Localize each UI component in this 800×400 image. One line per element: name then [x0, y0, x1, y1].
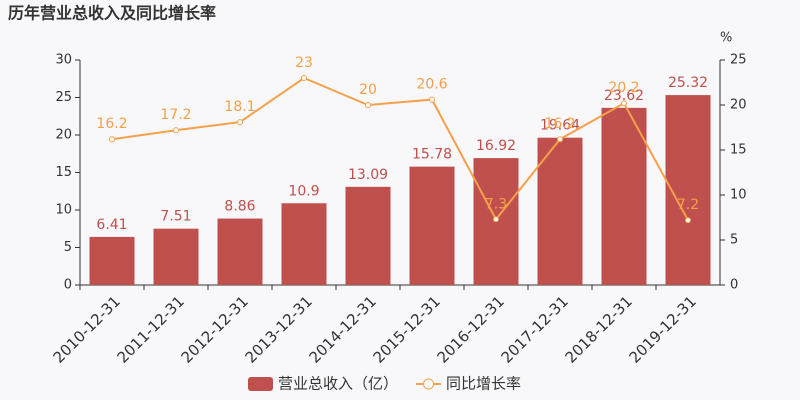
- legend-label: 同比增长率: [446, 375, 521, 393]
- bar-label: 16.92: [476, 138, 516, 154]
- bar: [281, 203, 327, 285]
- bar-label: 19.64: [540, 118, 580, 134]
- line-label: 18.1: [224, 99, 255, 115]
- bar-label: 7.51: [160, 209, 191, 225]
- y-tick-label: 5: [64, 240, 72, 255]
- y-tick-label: 0: [64, 278, 72, 293]
- bar-label: 13.09: [348, 167, 388, 183]
- bar-label: 23.62: [604, 88, 644, 104]
- y2-tick-label: 15: [730, 143, 747, 158]
- line-label: 20.6: [416, 77, 447, 93]
- y2-tick-label: 0: [730, 278, 738, 293]
- line-point: [429, 96, 435, 103]
- bar-label: 25.32: [668, 75, 708, 91]
- line-point: [621, 100, 627, 107]
- y-tick-label: 10: [55, 203, 72, 218]
- bar: [409, 166, 455, 285]
- bar: [345, 186, 391, 285]
- y2-tick-label: 20: [730, 98, 747, 113]
- bar: [153, 228, 199, 285]
- line-label: 17.2: [160, 107, 191, 123]
- bar: [217, 218, 263, 285]
- line-label: 16.2: [96, 116, 127, 132]
- bar-label: 10.9: [288, 183, 319, 199]
- y2-tick-label: 25: [730, 53, 747, 68]
- y2-unit: %: [720, 31, 732, 46]
- y2-tick-label: 10: [730, 188, 747, 203]
- bar: [537, 137, 583, 285]
- line-point: [301, 75, 307, 81]
- y2-tick-label: 5: [730, 233, 738, 248]
- bar: [665, 95, 711, 285]
- line-label: 20: [359, 82, 377, 98]
- line-label: 20.2: [608, 80, 639, 96]
- bar: [89, 236, 135, 285]
- y-tick-label: 20: [55, 128, 72, 143]
- legend-swatch: [423, 378, 435, 390]
- bar-label: 15.78: [412, 147, 452, 163]
- line-point: [365, 102, 371, 108]
- line-point: [109, 136, 115, 143]
- line-point: [493, 216, 499, 223]
- line-label: 7.3: [485, 196, 507, 212]
- chart-title: 历年营业总收入及同比增长率: [8, 4, 216, 23]
- line-label: 7.2: [677, 197, 699, 213]
- bar-label: 8.86: [224, 199, 255, 215]
- legend-swatch: [248, 377, 273, 391]
- legend-label: 营业总收入（亿）: [278, 375, 398, 393]
- bar: [601, 107, 647, 285]
- line-point: [557, 136, 563, 143]
- line: [111, 76, 689, 222]
- y-tick-label: 30: [55, 53, 72, 68]
- y-tick-label: 25: [55, 90, 72, 105]
- line-label: 16.2: [544, 116, 575, 132]
- bar-label: 6.41: [96, 217, 127, 233]
- line-point: [237, 119, 243, 126]
- y-tick-label: 15: [55, 165, 72, 180]
- line-point: [685, 217, 691, 224]
- line-label: 23: [295, 55, 313, 71]
- line-point: [173, 127, 179, 134]
